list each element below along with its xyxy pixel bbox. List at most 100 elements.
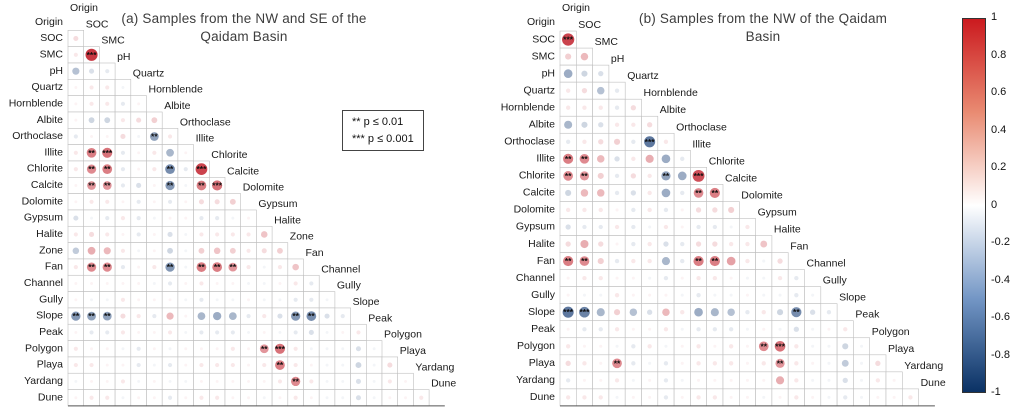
corr-circle <box>562 306 574 318</box>
corr-circle <box>229 247 236 254</box>
diagonal-label: Gypsum <box>758 206 797 218</box>
corr-circle <box>325 347 329 351</box>
corr-circle <box>761 310 766 315</box>
corr-circle <box>137 396 141 400</box>
corr-circle <box>596 308 605 317</box>
corr-circle <box>246 265 251 270</box>
corr-circle <box>74 330 78 334</box>
corr-circle <box>713 293 717 297</box>
corr-circle <box>74 102 78 106</box>
corr-circle <box>693 188 704 198</box>
corr-circle <box>565 344 571 349</box>
corr-circle <box>843 395 848 400</box>
corr-circle <box>73 150 78 155</box>
corr-circle <box>73 265 78 270</box>
significance-legend: ** p ≤ 0.01 *** p ≤ 0.001 <box>342 110 424 151</box>
corr-circle <box>121 200 125 204</box>
diagonal-label: Quartz <box>133 67 165 79</box>
corr-circle <box>184 379 188 383</box>
corr-circle <box>661 188 671 198</box>
row-label: Dune <box>38 391 63 403</box>
corr-circle <box>72 247 80 255</box>
significance-stars: ** <box>581 256 588 266</box>
corr-circle <box>404 379 408 383</box>
row-label: SOC <box>532 33 555 45</box>
corr-circle <box>184 200 188 204</box>
corr-circle <box>341 363 345 367</box>
corr-circle <box>745 258 750 264</box>
corr-circle <box>372 379 376 383</box>
diagonal-label: Gully <box>823 275 848 287</box>
corr-circle <box>167 231 173 237</box>
corr-circle <box>648 395 652 399</box>
corr-circle <box>89 363 94 368</box>
corr-circle <box>745 293 749 297</box>
diagonal-label: Albite <box>164 100 190 112</box>
corr-circle <box>198 247 205 254</box>
corr-circle <box>841 359 849 367</box>
corr-circle <box>762 327 766 331</box>
corr-circle <box>90 216 94 220</box>
corr-circle <box>762 276 766 280</box>
corr-circle <box>842 343 849 350</box>
corr-circle <box>137 298 141 302</box>
corr-circle <box>599 378 603 382</box>
corr-circle <box>680 225 684 229</box>
corr-circle <box>647 207 652 213</box>
corr-circle <box>89 330 94 335</box>
corr-circle <box>647 241 652 247</box>
corr-circle <box>565 360 571 366</box>
corr-circle <box>184 232 188 236</box>
diagonal-label: Slope <box>839 292 866 304</box>
diagonal-label: SOC <box>86 18 109 30</box>
corr-circle <box>582 293 586 297</box>
corr-circle <box>184 347 188 351</box>
corr-circle <box>631 293 635 297</box>
corr-circle <box>231 379 235 383</box>
corr-circle <box>247 396 251 400</box>
corr-circle <box>680 344 684 348</box>
significance-stars: *** <box>102 148 113 158</box>
corr-circle <box>136 216 141 221</box>
corr-circle <box>794 361 799 366</box>
corr-circle <box>121 347 125 351</box>
corr-circle <box>86 164 97 174</box>
significance-stars: ** <box>104 262 111 272</box>
corr-circle <box>579 256 590 266</box>
corr-circle <box>246 248 251 253</box>
corr-circle <box>71 311 81 321</box>
corr-circle <box>199 379 203 383</box>
diagonal-label: Gypsum <box>258 198 297 210</box>
corr-circle <box>105 395 110 400</box>
corr-circle <box>564 120 573 129</box>
corr-circle <box>165 180 175 191</box>
corr-circle <box>278 281 282 285</box>
corr-circle <box>579 154 590 164</box>
corr-circle <box>152 314 157 319</box>
significance-stars: ** <box>565 171 572 181</box>
corr-circle <box>612 358 622 369</box>
significance-stars: ** <box>104 164 111 174</box>
corr-circle <box>565 378 571 383</box>
corr-circle <box>647 122 653 128</box>
corr-circle <box>262 298 266 302</box>
corr-circle <box>293 395 298 400</box>
diagonal-label: Peak <box>855 309 880 321</box>
significance-stars: *** <box>563 307 574 317</box>
significance-stars: ** <box>308 311 315 321</box>
corr-circle <box>709 255 720 267</box>
diagonal-label: SOC <box>578 19 601 31</box>
corr-circle <box>215 298 219 302</box>
corr-circle <box>712 207 718 213</box>
corr-circle <box>230 363 235 368</box>
diagonal-label: SMC <box>101 35 125 47</box>
corr-circle <box>105 232 110 237</box>
corr-circle <box>105 199 110 204</box>
corr-circle <box>843 327 848 332</box>
corr-circle <box>247 298 251 302</box>
corr-circle <box>860 395 864 399</box>
corr-circle <box>728 327 734 332</box>
corr-circle <box>680 361 684 365</box>
row-label: Polygon <box>25 342 63 354</box>
corr-circle <box>73 134 78 139</box>
